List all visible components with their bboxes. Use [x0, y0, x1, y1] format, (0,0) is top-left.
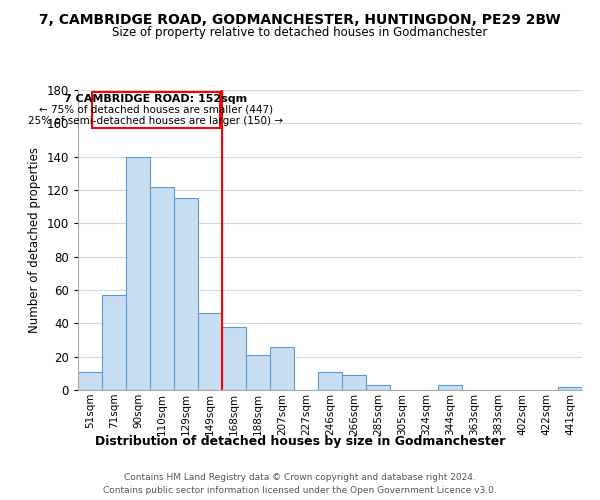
Bar [102, 295, 126, 390]
Bar [78, 372, 102, 390]
Text: ← 75% of detached houses are smaller (447): ← 75% of detached houses are smaller (44… [39, 105, 273, 115]
Text: 7 CAMBRIDGE ROAD: 152sqm: 7 CAMBRIDGE ROAD: 152sqm [64, 94, 248, 104]
Text: 25% of semi-detached houses are larger (150) →: 25% of semi-detached houses are larger (… [29, 116, 284, 126]
Bar [222, 326, 246, 390]
Text: Contains HM Land Registry data © Crown copyright and database right 2024.: Contains HM Land Registry data © Crown c… [124, 474, 476, 482]
Bar [126, 156, 150, 390]
Bar [318, 372, 342, 390]
Bar [366, 385, 390, 390]
Bar [270, 346, 294, 390]
Text: Distribution of detached houses by size in Godmanchester: Distribution of detached houses by size … [95, 435, 505, 448]
Bar [246, 355, 270, 390]
Bar [198, 314, 222, 390]
Bar [174, 198, 198, 390]
Bar [438, 385, 462, 390]
Text: Size of property relative to detached houses in Godmanchester: Size of property relative to detached ho… [112, 26, 488, 39]
Bar [558, 386, 582, 390]
Y-axis label: Number of detached properties: Number of detached properties [28, 147, 41, 333]
Text: 7, CAMBRIDGE ROAD, GODMANCHESTER, HUNTINGDON, PE29 2BW: 7, CAMBRIDGE ROAD, GODMANCHESTER, HUNTIN… [39, 12, 561, 26]
FancyBboxPatch shape [92, 92, 220, 128]
Text: Contains public sector information licensed under the Open Government Licence v3: Contains public sector information licen… [103, 486, 497, 495]
Bar [342, 375, 366, 390]
Bar [150, 186, 174, 390]
